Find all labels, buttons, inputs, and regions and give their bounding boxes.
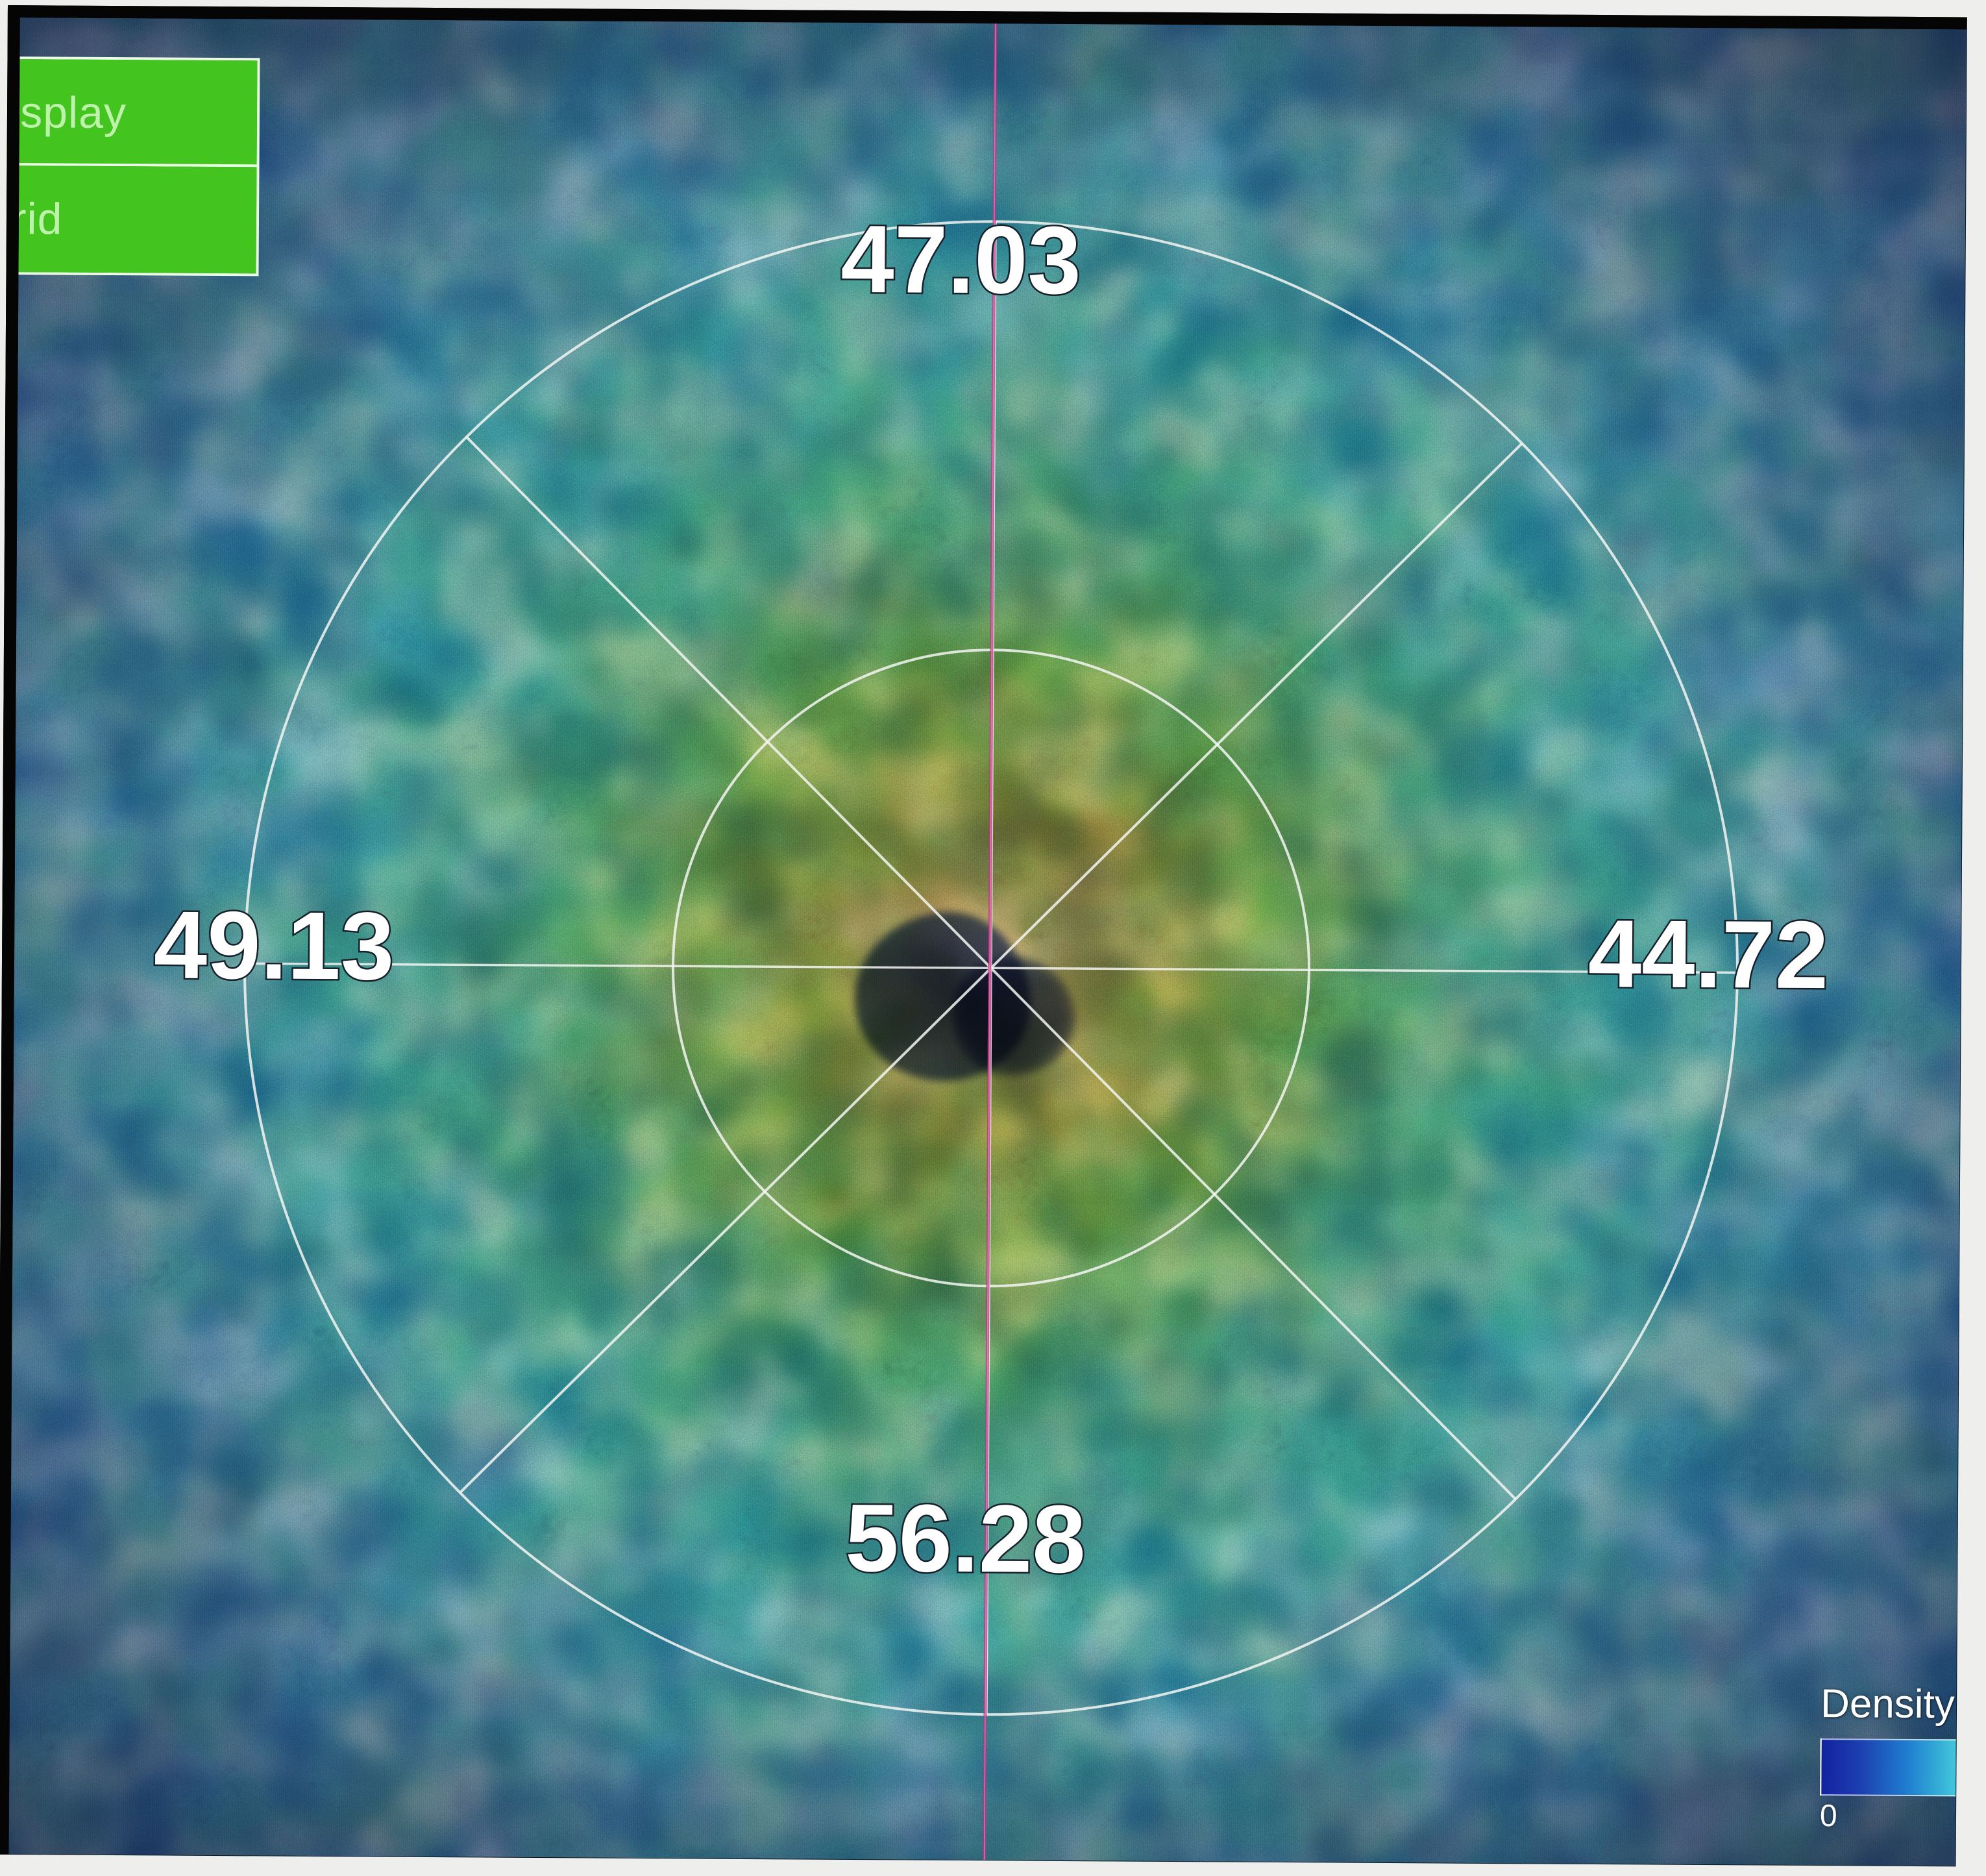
svg-text:47.03: 47.03 <box>840 206 1081 314</box>
svg-text:49.13: 49.13 <box>153 891 394 1000</box>
svg-text:44.72: 44.72 <box>1588 900 1828 1009</box>
svg-text:56.28: 56.28 <box>845 1485 1086 1593</box>
